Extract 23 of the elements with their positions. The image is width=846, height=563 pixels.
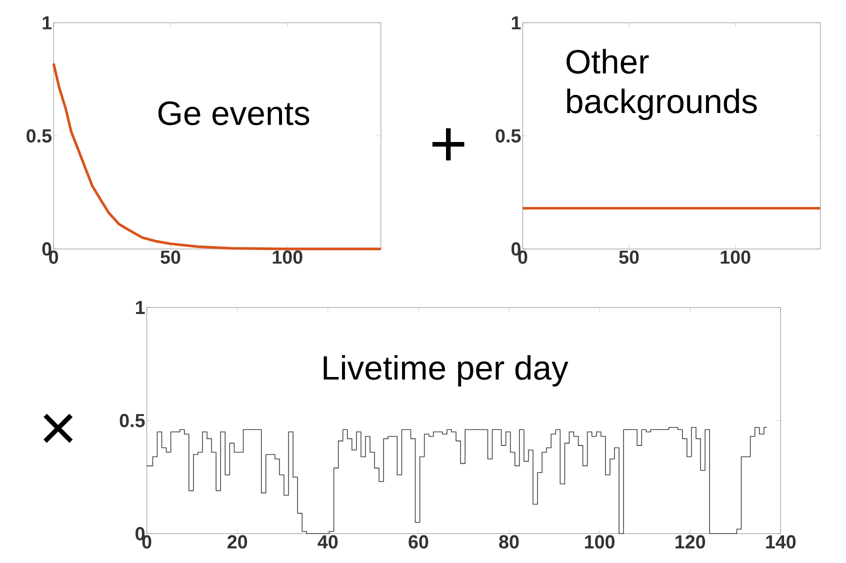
annotation: Livetime per day [324, 354, 568, 386]
x-tick-label: 80 [499, 534, 519, 548]
text: × [44, 413, 73, 443]
x-tick-label: 60 [408, 534, 428, 548]
x-tick-label: 140 [766, 534, 796, 548]
y-tick-label: 1 [42, 16, 52, 30]
y-tick-label: 1 [512, 16, 521, 30]
y-tick-label: 0.5 [496, 129, 521, 142]
x-tick-label: 50 [619, 250, 639, 264]
annotation: Ge events [158, 101, 310, 126]
x-tick-label: 20 [228, 534, 248, 548]
x-tick-label: 100 [272, 250, 302, 264]
annotation: Other backgrounds [566, 48, 757, 120]
line-series [52, 62, 382, 250]
y-tick-label: 1 [136, 300, 145, 314]
x-tick-label: 120 [676, 534, 706, 548]
y-tick-label: 0.5 [26, 129, 52, 142]
x-tick-label: 100 [720, 250, 750, 264]
x-tick-label: 50 [160, 250, 180, 264]
y-tick-label: 0.5 [120, 414, 145, 428]
x-tick-label: 100 [585, 534, 615, 548]
x-tick-label: 40 [318, 534, 338, 548]
text: + [432, 128, 464, 160]
